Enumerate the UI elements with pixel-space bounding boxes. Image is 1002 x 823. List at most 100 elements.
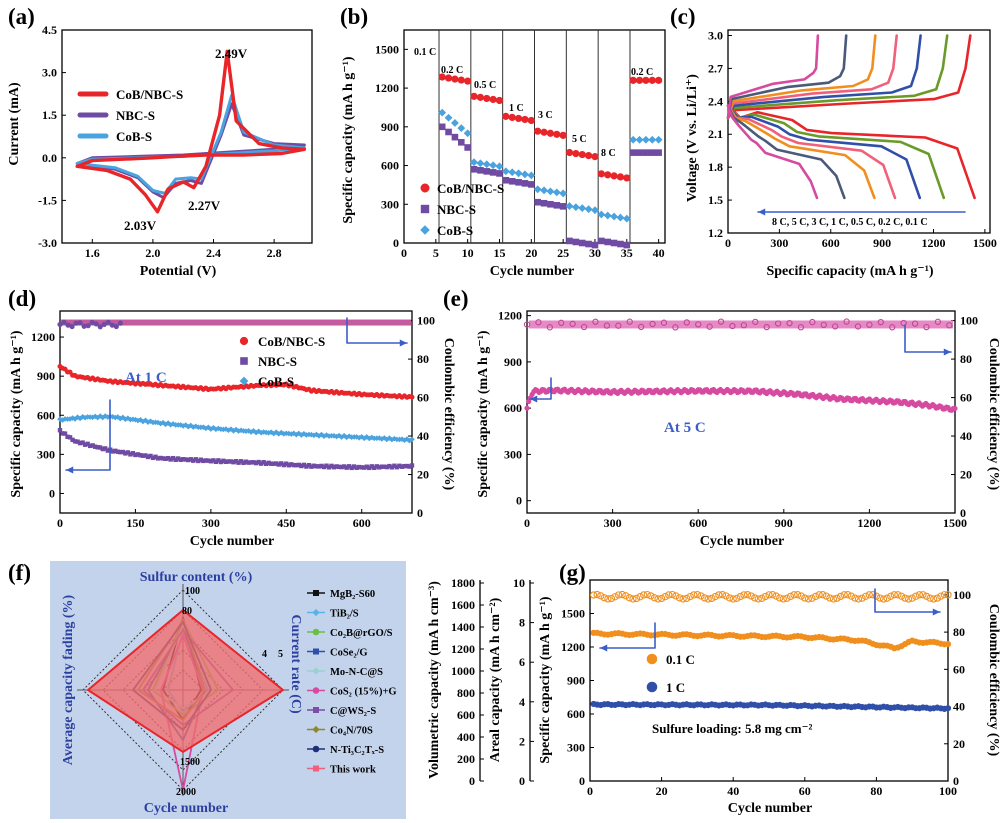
- d-point: [377, 465, 382, 470]
- e-ce-point: [877, 319, 884, 326]
- d-point: [220, 426, 227, 433]
- g-ce-point: [640, 591, 648, 599]
- d-point: [94, 414, 101, 421]
- b-point: [464, 77, 472, 85]
- b-xtick-label: 35: [621, 246, 633, 260]
- d-point: [120, 449, 126, 455]
- d-point: [280, 431, 287, 437]
- e-ce-point: [820, 321, 827, 328]
- c-charge-curve: [726, 34, 972, 120]
- d-ytick-label: 900: [37, 369, 55, 383]
- g-ce-point: [708, 594, 716, 603]
- f-legend-label: MgB₂-S60: [330, 589, 375, 600]
- d-point: [181, 457, 186, 462]
- e-ce-point: [740, 322, 748, 329]
- d-point: [110, 449, 115, 454]
- d-point: [286, 430, 292, 437]
- b-point: [502, 112, 510, 120]
- d-point: [198, 457, 203, 462]
- d-point: [211, 458, 216, 463]
- d-point: [228, 459, 234, 464]
- b-point: [502, 176, 510, 184]
- b-point: [470, 165, 478, 173]
- a-ytick-label: 1.5: [42, 108, 57, 122]
- d-point: [183, 457, 188, 462]
- g-ce-point: [887, 592, 895, 600]
- d-point: [143, 453, 148, 458]
- d-point: [233, 426, 239, 433]
- g-ce-point: [733, 594, 741, 603]
- d-point: [289, 462, 294, 467]
- b-point: [559, 203, 567, 210]
- e-ce-point: [763, 324, 770, 331]
- d-point: [97, 413, 104, 419]
- g-vol-tick-label: 600: [457, 708, 475, 722]
- g-ytick-label: 0: [579, 774, 585, 788]
- d-point: [256, 459, 261, 465]
- d-point: [319, 463, 324, 469]
- e-ce-point: [797, 324, 805, 331]
- d-y2tick-label: 100: [417, 314, 435, 328]
- g-ce-point: [672, 592, 680, 600]
- g-ce-point: [589, 591, 598, 599]
- g-ce-point: [632, 594, 641, 603]
- g-ce-point: [851, 594, 859, 602]
- b-point: [527, 171, 536, 180]
- e-ce-point: [854, 323, 862, 330]
- b-point: [546, 187, 555, 196]
- b-point: [604, 238, 612, 246]
- panel-b-label: (b): [340, 4, 368, 29]
- d-point: [384, 464, 390, 470]
- f-legend-marker: [313, 707, 319, 713]
- b-rate-label: 3 C: [538, 110, 553, 121]
- e-ce-point: [535, 319, 542, 326]
- g-areal-tick-label: 0: [519, 774, 525, 788]
- g-vol-tick-label: 0: [469, 774, 475, 788]
- g-ce-point: [922, 592, 931, 600]
- d-point: [57, 416, 63, 422]
- f-legend-marker: [312, 628, 320, 636]
- e-ce-point: [900, 319, 907, 327]
- b-ytick-label: 300: [381, 197, 399, 211]
- d-point: [394, 465, 400, 470]
- g-frame: [589, 579, 949, 782]
- g-xtick-label: 80: [870, 784, 882, 798]
- d-point: [392, 463, 397, 468]
- e-ce-point: [672, 324, 679, 331]
- g-ce-point: [650, 594, 659, 602]
- d-point: [206, 458, 211, 463]
- f-legend-label: Co₂B@rGO/S: [330, 628, 393, 639]
- d-point: [200, 424, 207, 430]
- b-point: [477, 167, 484, 174]
- d-point: [379, 464, 385, 469]
- b-point: [489, 161, 498, 170]
- d-point: [77, 415, 83, 422]
- a-peak-label-1: 2.49V: [215, 46, 248, 61]
- e-ce-point: [695, 321, 702, 328]
- b-point: [622, 214, 631, 223]
- g-ce-point: [593, 590, 601, 599]
- d-point: [309, 464, 314, 469]
- g-arrow-right: [874, 588, 941, 613]
- d-point: [192, 423, 199, 430]
- d-point: [331, 433, 337, 439]
- g-ce-point: [944, 591, 952, 599]
- f-tick-bottom-1500: 1500: [180, 757, 200, 768]
- c-xtick-label: 300: [770, 236, 788, 250]
- d-point: [243, 459, 249, 464]
- f-legend-label: Co₄N/70S: [330, 726, 373, 737]
- g-ce-point: [743, 590, 752, 599]
- b-point: [470, 158, 478, 167]
- g-ce-point: [894, 591, 902, 599]
- g-y2tick-label: 20: [953, 737, 965, 751]
- d-point: [349, 465, 354, 471]
- b-point: [629, 76, 637, 84]
- d-point: [168, 457, 173, 462]
- d-point: [321, 464, 327, 470]
- e-y2tick-label: 0: [960, 506, 966, 520]
- d-frame: [59, 310, 413, 514]
- f-legend-marker: [313, 648, 319, 655]
- b-rate-label: 5 C: [572, 134, 587, 145]
- d-point: [158, 455, 163, 461]
- b-point: [534, 198, 541, 206]
